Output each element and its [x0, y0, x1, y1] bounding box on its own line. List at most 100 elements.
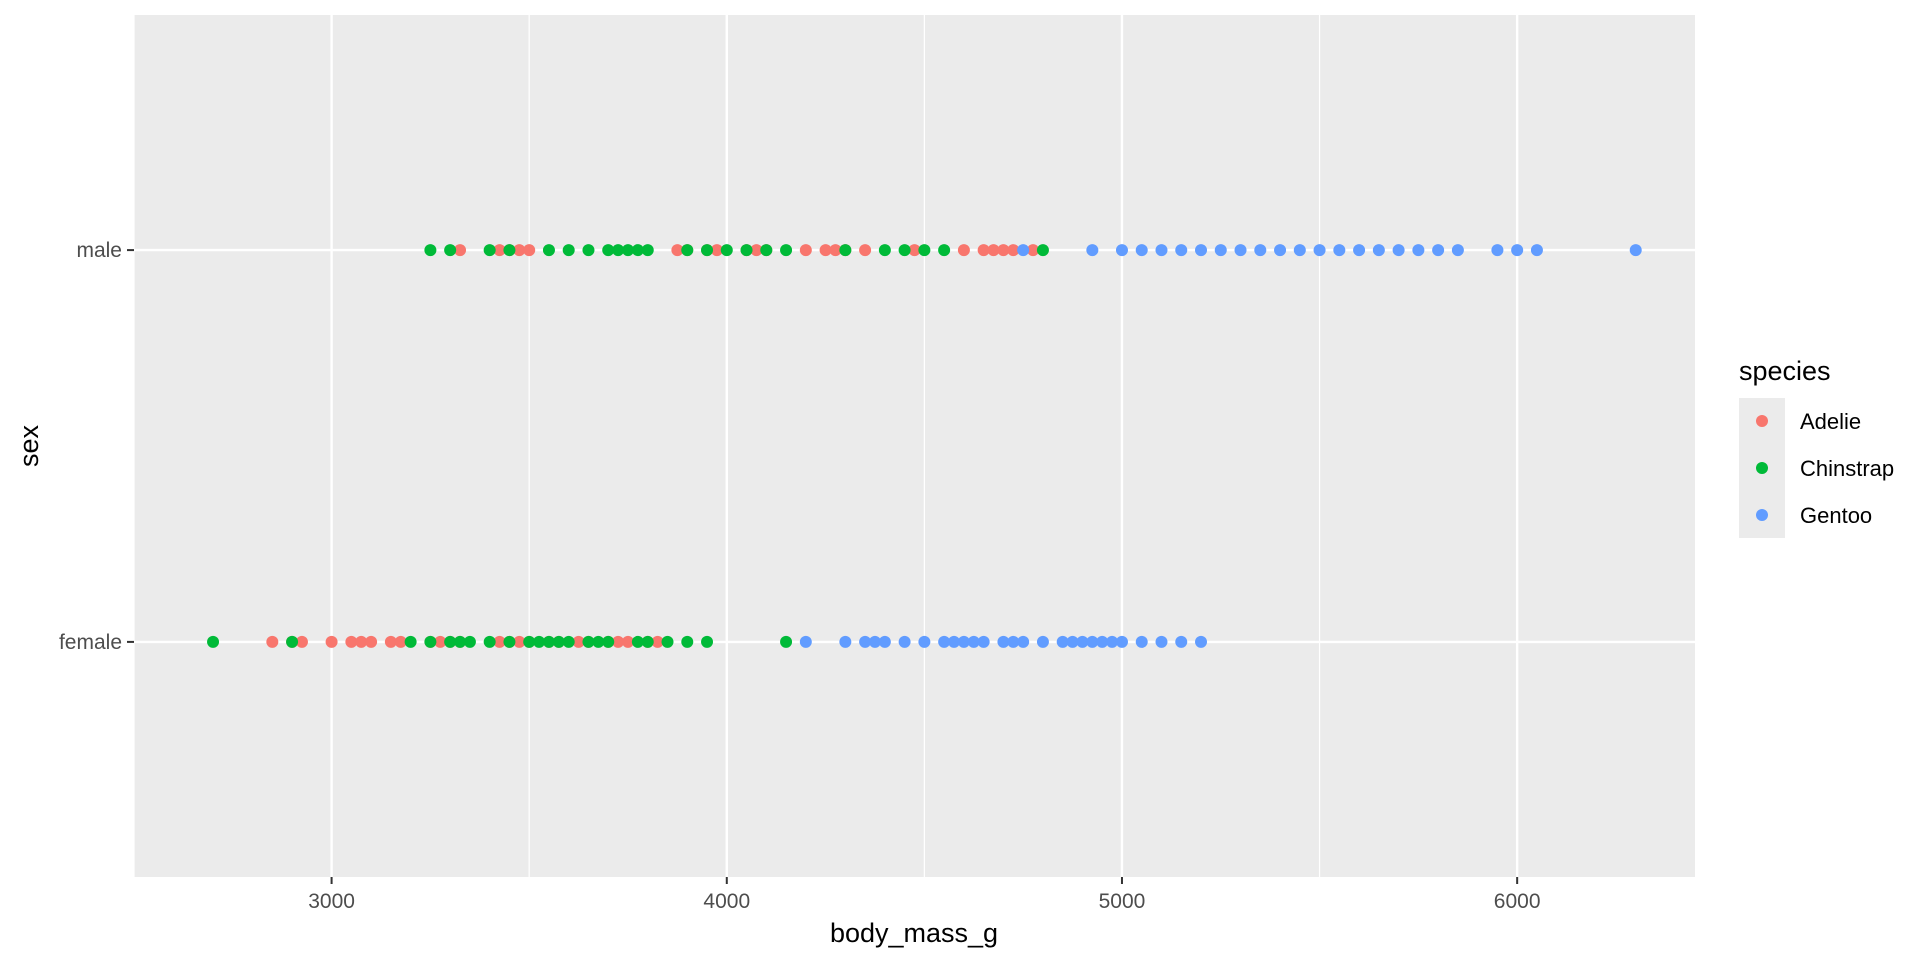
data-point-adelie [1027, 244, 1040, 257]
data-point-chinstrap [582, 635, 595, 648]
data-point-adelie [394, 635, 407, 648]
legend-label-chinstrap: Chinstrap [1800, 456, 1894, 481]
data-point-chinstrap [780, 635, 793, 648]
data-point-adelie [384, 635, 397, 648]
data-point-adelie [523, 244, 536, 257]
plot-panel [134, 15, 1695, 877]
data-point-gentoo [938, 635, 951, 648]
data-point-chinstrap [701, 635, 714, 648]
data-point-gentoo [1106, 635, 1119, 648]
data-point-chinstrap [483, 244, 496, 257]
data-point-gentoo [1017, 244, 1030, 257]
data-point-adelie [493, 244, 506, 257]
data-point-chinstrap [780, 244, 793, 257]
data-point-adelie [345, 635, 358, 648]
data-point-gentoo [1629, 244, 1642, 257]
data-point-gentoo [967, 635, 980, 648]
legend-label-adelie: Adelie [1800, 409, 1861, 434]
data-point-adelie [365, 635, 378, 648]
data-point-chinstrap [641, 244, 654, 257]
data-point-chinstrap [592, 635, 605, 648]
data-point-chinstrap [701, 244, 714, 257]
data-point-gentoo [1451, 244, 1464, 257]
data-point-gentoo [1313, 244, 1326, 257]
data-point-adelie [908, 244, 921, 257]
data-point-gentoo [1412, 244, 1425, 257]
data-point-adelie [295, 635, 308, 648]
data-point-gentoo [1086, 635, 1099, 648]
data-point-chinstrap [621, 244, 634, 257]
data-point-gentoo [1333, 244, 1346, 257]
data-point-gentoo [918, 635, 931, 648]
data-point-chinstrap [681, 244, 694, 257]
data-point-gentoo [1353, 244, 1366, 257]
data-point-gentoo [1214, 244, 1227, 257]
y-tick-label: female [59, 631, 122, 654]
data-point-chinstrap [523, 635, 536, 648]
data-point-adelie [266, 635, 279, 648]
y-axis-title: sex [14, 424, 44, 467]
data-point-gentoo [898, 635, 911, 648]
data-point-adelie [513, 635, 526, 648]
data-point-gentoo [1175, 635, 1188, 648]
data-point-adelie [997, 244, 1010, 257]
data-point-adelie [710, 244, 723, 257]
data-point-gentoo [948, 635, 961, 648]
data-point-chinstrap [207, 635, 220, 648]
data-point-adelie [799, 244, 812, 257]
legend-key-chinstrap [1756, 462, 1768, 474]
y-tick-label: male [76, 239, 122, 262]
data-point-gentoo [1432, 244, 1445, 257]
x-axis-title: body_mass_g [830, 918, 998, 948]
data-point-adelie [750, 244, 763, 257]
data-point-gentoo [1175, 244, 1188, 257]
data-point-chinstrap [404, 635, 417, 648]
data-point-gentoo [1530, 244, 1543, 257]
data-point-gentoo [839, 635, 852, 648]
data-point-chinstrap [918, 244, 931, 257]
data-point-gentoo [977, 635, 990, 648]
data-point-chinstrap [463, 635, 476, 648]
legend-title: species [1739, 356, 1831, 386]
data-point-chinstrap [720, 244, 733, 257]
data-point-gentoo [1195, 635, 1208, 648]
data-point-gentoo [1056, 635, 1069, 648]
data-point-chinstrap [661, 635, 674, 648]
data-point-adelie [513, 244, 526, 257]
data-point-gentoo [868, 635, 881, 648]
data-point-gentoo [1155, 635, 1168, 648]
data-point-gentoo [1076, 635, 1089, 648]
data-point-adelie [671, 244, 684, 257]
data-point-chinstrap [681, 635, 694, 648]
data-point-gentoo [1017, 635, 1030, 648]
data-point-chinstrap [602, 635, 615, 648]
data-point-adelie [819, 244, 832, 257]
data-point-chinstrap [612, 244, 625, 257]
data-point-chinstrap [444, 635, 457, 648]
data-point-adelie [829, 244, 842, 257]
data-point-gentoo [957, 635, 970, 648]
y-axis: female male [59, 239, 134, 654]
data-point-gentoo [1036, 635, 1049, 648]
legend-label-gentoo: Gentoo [1800, 503, 1872, 528]
data-point-chinstrap [503, 635, 516, 648]
data-point-gentoo [1195, 244, 1208, 257]
data-point-adelie [651, 635, 664, 648]
data-point-adelie [493, 635, 506, 648]
data-point-chinstrap [898, 244, 911, 257]
x-tick-label: 3000 [308, 890, 355, 913]
data-point-chinstrap [552, 635, 565, 648]
data-point-adelie [355, 635, 368, 648]
data-point-gentoo [1115, 244, 1128, 257]
data-point-gentoo [1086, 244, 1099, 257]
data-point-chinstrap [424, 635, 437, 648]
data-point-chinstrap [760, 244, 773, 257]
data-point-chinstrap [582, 244, 595, 257]
legend-key-adelie [1756, 415, 1768, 427]
data-point-adelie [454, 244, 467, 257]
data-point-chinstrap [938, 244, 951, 257]
data-point-gentoo [1135, 244, 1148, 257]
data-points [207, 244, 1642, 648]
data-point-gentoo [1234, 244, 1247, 257]
